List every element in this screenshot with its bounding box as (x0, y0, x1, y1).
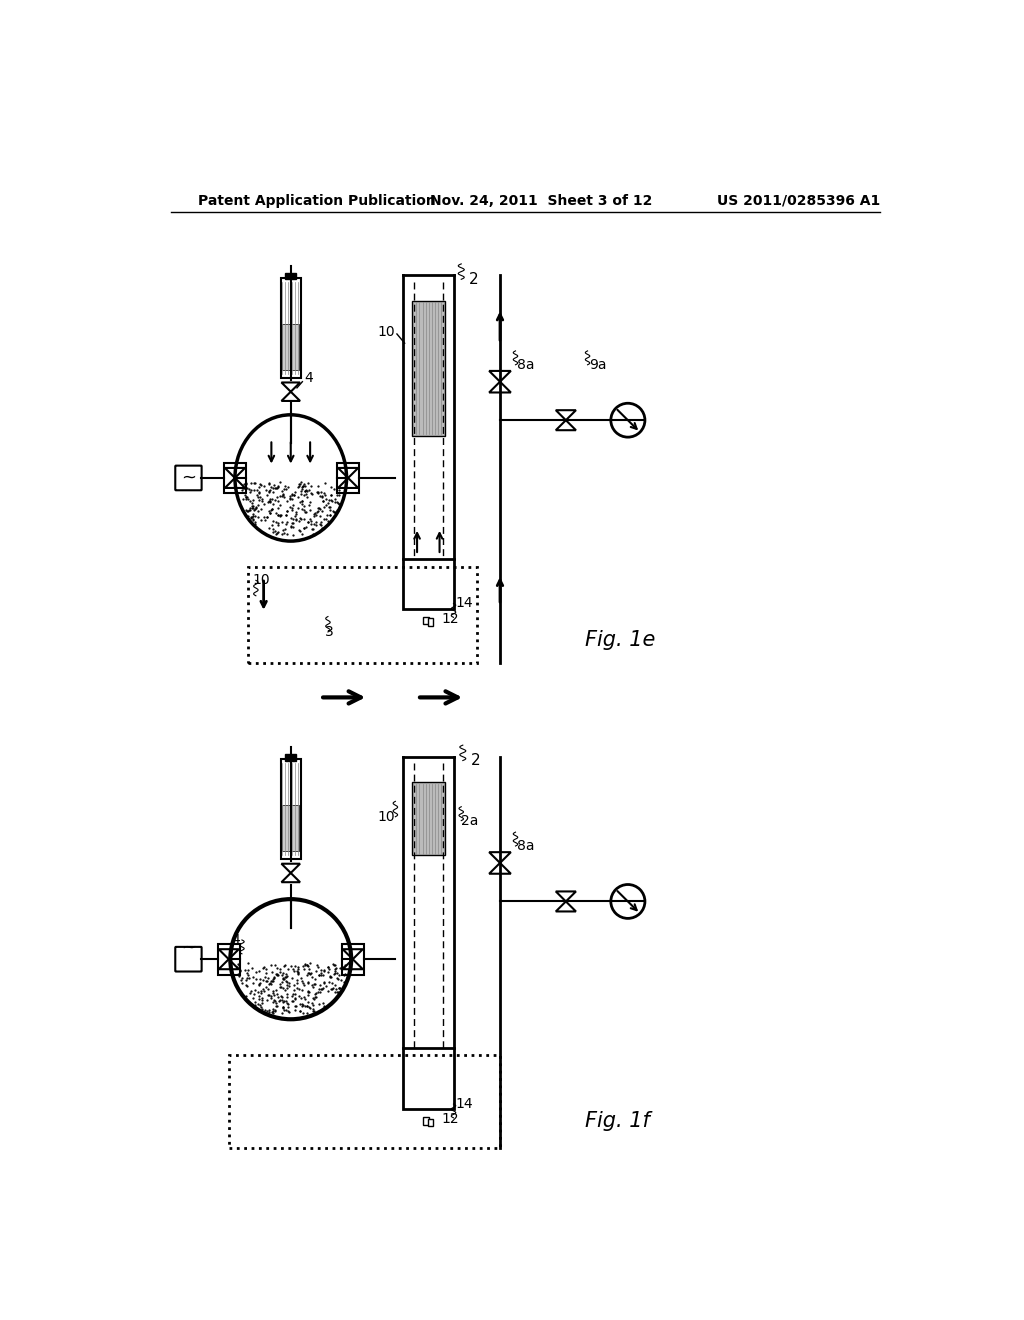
Text: 14: 14 (455, 1097, 473, 1111)
Text: ~: ~ (181, 939, 196, 957)
Text: US 2011/0285396 A1: US 2011/0285396 A1 (717, 194, 881, 207)
Text: 9a: 9a (589, 358, 606, 372)
FancyBboxPatch shape (412, 781, 445, 855)
Text: ~: ~ (181, 469, 196, 487)
Text: 12: 12 (442, 1113, 460, 1126)
FancyBboxPatch shape (428, 1118, 433, 1126)
FancyBboxPatch shape (428, 618, 433, 626)
Text: Fig. 1e: Fig. 1e (586, 630, 655, 649)
Text: 2a: 2a (461, 813, 478, 828)
Text: 2: 2 (471, 752, 480, 768)
Text: Patent Application Publication: Patent Application Publication (198, 194, 435, 207)
Text: 8a: 8a (517, 840, 535, 853)
FancyBboxPatch shape (283, 323, 299, 370)
FancyBboxPatch shape (423, 1117, 429, 1125)
FancyBboxPatch shape (286, 273, 296, 280)
Text: 8a: 8a (517, 358, 535, 372)
FancyBboxPatch shape (412, 301, 445, 436)
Text: 10: 10 (378, 325, 395, 339)
Text: Fig. 1f: Fig. 1f (586, 1111, 650, 1131)
Text: 10: 10 (378, 809, 395, 824)
Text: 2: 2 (469, 272, 478, 286)
FancyBboxPatch shape (286, 755, 296, 760)
Text: 4: 4 (305, 371, 313, 385)
FancyBboxPatch shape (423, 616, 429, 624)
Text: 4: 4 (231, 933, 241, 946)
Text: 3: 3 (326, 624, 334, 639)
Text: 10: 10 (252, 573, 269, 587)
FancyBboxPatch shape (283, 805, 299, 851)
Text: 12: 12 (442, 612, 460, 626)
Text: Nov. 24, 2011  Sheet 3 of 12: Nov. 24, 2011 Sheet 3 of 12 (430, 194, 652, 207)
Text: 14: 14 (455, 597, 473, 610)
